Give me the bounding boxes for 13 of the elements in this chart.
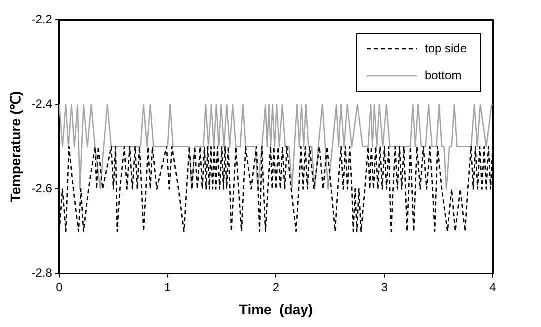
y-tick-label: -2.8: [32, 266, 53, 280]
x-tick-label: 0: [56, 280, 64, 294]
legend-label: top side: [425, 41, 468, 56]
y-tick-label: -2.6: [32, 182, 53, 196]
x-tick-label: 3: [381, 280, 388, 294]
y-axis-title: Temperature (℃): [7, 91, 24, 202]
y-tick-label: -2.4: [32, 96, 53, 111]
x-tick-label: 4: [490, 280, 497, 294]
x-axis-title: Time (day): [239, 301, 314, 318]
y-tick-label: -2.2: [32, 12, 53, 26]
legend-label: bottom: [425, 68, 462, 82]
x-tick-label: 2: [272, 280, 280, 294]
x-tick-label: 1: [164, 280, 172, 294]
